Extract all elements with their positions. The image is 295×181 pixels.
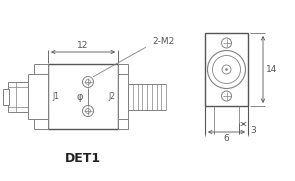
Text: 6: 6 [224, 134, 230, 143]
Bar [34, 74, 48, 119]
Bar [48, 64, 118, 129]
Bar [28, 74, 48, 119]
Text: φ: φ [77, 92, 83, 102]
Circle shape [225, 68, 227, 71]
Bar [3, 89, 9, 104]
Bar [205, 33, 248, 106]
Text: J2: J2 [109, 92, 116, 101]
Text: 14: 14 [266, 65, 277, 74]
Text: 3: 3 [250, 126, 256, 135]
Text: J1: J1 [53, 92, 60, 101]
Bar [118, 74, 128, 119]
Text: DET1: DET1 [65, 153, 101, 165]
Bar [118, 64, 128, 74]
Text: 2-M2: 2-M2 [152, 37, 174, 47]
Bar [34, 64, 48, 74]
Bar [8, 81, 28, 111]
Text: 12: 12 [77, 41, 89, 50]
Bar [34, 119, 48, 129]
Bar [118, 119, 128, 129]
